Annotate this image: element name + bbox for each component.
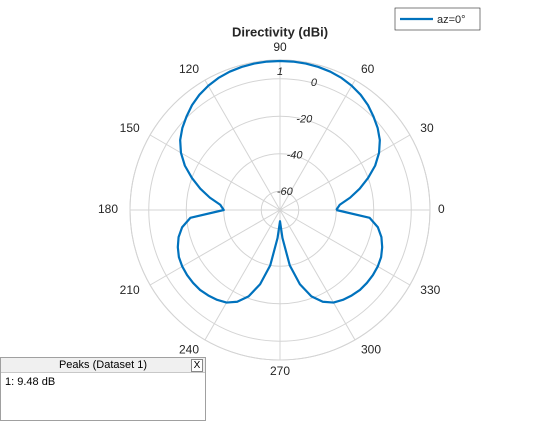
panel-title-text: Peaks (Dataset 1) [58, 359, 148, 371]
chart-title: Directivity (dBi) [232, 24, 328, 39]
theta-tick-label: 90 [273, 40, 287, 54]
theta-tick-label: 150 [120, 121, 140, 135]
theta-tick-label: 0 [438, 202, 445, 216]
theta-grid-line [204, 209, 281, 341]
theta-tick-label: 330 [420, 283, 440, 297]
theta-grid-line [279, 209, 356, 341]
peaks-panel: Peaks (Dataset 1) X 1: 9.48 dB [0, 357, 206, 421]
r-grid-circle [148, 78, 412, 342]
theta-tick-label: 240 [179, 342, 199, 356]
series-line [176, 59, 384, 304]
r-tick-label: -60 [277, 186, 294, 198]
theta-grid-line [149, 209, 281, 286]
theta-grid-line [279, 209, 411, 286]
theta-grid-line [204, 79, 281, 211]
legend-label: az=0° [437, 14, 466, 26]
r-grid-circle [185, 115, 375, 305]
r-tick-label: 1 [277, 66, 283, 78]
theta-tick-label: 60 [361, 62, 375, 76]
theta-tick-label: 120 [179, 62, 199, 76]
theta-tick-label: 30 [420, 121, 434, 135]
theta-grid-line [279, 134, 411, 211]
r-tick-label: 0 [311, 77, 318, 89]
peak-entry: 1: 9.48 dB [5, 376, 56, 388]
theta-grid-line [149, 134, 281, 211]
theta-grid-line [279, 79, 356, 211]
theta-tick-label: 300 [361, 342, 381, 356]
legend-box [394, 7, 481, 31]
close-button[interactable]: X [191, 359, 203, 372]
r-tick-label: -20 [296, 113, 313, 125]
theta-tick-label: 270 [270, 364, 290, 378]
panel-title: Peaks (Dataset 1) X [1, 358, 205, 373]
theta-tick-label: 180 [98, 202, 118, 216]
theta-tick-label: 210 [120, 283, 140, 297]
r-tick-label: -40 [287, 150, 304, 162]
